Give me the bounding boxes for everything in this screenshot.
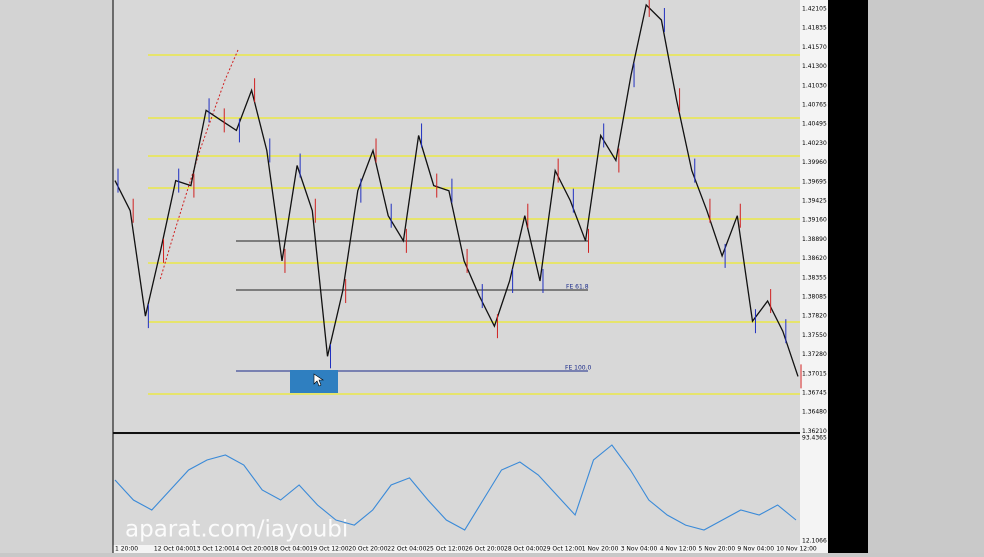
time-label: 10 Nov 12:00 bbox=[776, 546, 817, 553]
price-label: 1.41300 bbox=[802, 63, 827, 70]
osc-label: 12.1066 bbox=[802, 538, 827, 545]
price-label: 1.39160 bbox=[802, 217, 827, 224]
time-label: 12 Oct 04:00 bbox=[154, 546, 193, 553]
price-label: 1.39425 bbox=[802, 198, 827, 205]
price-label: 1.38620 bbox=[802, 255, 827, 262]
main-panel bbox=[113, 0, 800, 432]
time-label: 29 Oct 12:00 bbox=[543, 546, 582, 553]
time-label: 19 Oct 12:00 bbox=[310, 546, 349, 553]
time-label: 25 Oct 12:00 bbox=[426, 546, 465, 553]
fe-label: FE 61.8 bbox=[566, 284, 589, 291]
price-label: 1.36480 bbox=[802, 409, 827, 416]
time-label: 1 Nov 20:00 bbox=[582, 546, 619, 553]
price-label: 1.38355 bbox=[802, 274, 827, 281]
price-label: 1.38890 bbox=[802, 236, 827, 243]
price-label: 1.41570 bbox=[802, 44, 827, 51]
indicator-panel bbox=[113, 435, 800, 545]
time-label: 1 20:00 bbox=[115, 546, 138, 553]
time-label: 3 Nov 04:00 bbox=[621, 546, 658, 553]
time-label: 13 Oct 12:00 bbox=[193, 546, 232, 553]
time-label: 4 Nov 12:00 bbox=[660, 546, 697, 553]
price-label: 1.39960 bbox=[802, 159, 827, 166]
price-label: 1.39695 bbox=[802, 178, 827, 185]
fe-label: FE 100.0 bbox=[565, 365, 592, 372]
mouse-cursor bbox=[313, 373, 324, 387]
fib-levels bbox=[148, 54, 800, 395]
price-label: 1.38085 bbox=[802, 294, 827, 301]
price-label: 1.36210 bbox=[802, 428, 827, 435]
price-label: 1.42105 bbox=[802, 6, 827, 13]
side-panel bbox=[868, 0, 984, 553]
time-label: 18 Oct 04:00 bbox=[271, 546, 310, 553]
price-label: 1.36745 bbox=[802, 390, 827, 397]
black-bar bbox=[828, 0, 868, 553]
time-label: 26 Oct 20:00 bbox=[465, 546, 504, 553]
time-label: 28 Oct 04:00 bbox=[504, 546, 543, 553]
price-label: 1.41030 bbox=[802, 82, 827, 89]
price-label: 1.40495 bbox=[802, 121, 827, 128]
price-label: 1.37015 bbox=[802, 370, 827, 377]
price-axis bbox=[800, 0, 828, 553]
oscillator-line bbox=[114, 444, 797, 531]
time-label: 22 Oct 04:00 bbox=[387, 546, 426, 553]
time-label: 14 Oct 20:00 bbox=[232, 546, 271, 553]
price-label: 1.37820 bbox=[802, 313, 827, 320]
time-label: 5 Nov 20:00 bbox=[699, 546, 736, 553]
time-label: 9 Nov 04:00 bbox=[737, 546, 774, 553]
price-label: 1.40230 bbox=[802, 140, 827, 147]
price-line bbox=[114, 3, 799, 377]
osc-label: 93.4365 bbox=[802, 435, 827, 442]
price-label: 1.37280 bbox=[802, 351, 827, 358]
price-label: 1.41835 bbox=[802, 25, 827, 32]
time-label: 20 Oct 20:00 bbox=[348, 546, 387, 553]
price-label: 1.40765 bbox=[802, 102, 827, 109]
watermark: aparat.com/iayoubi bbox=[125, 517, 348, 543]
price-label: 1.37550 bbox=[802, 332, 827, 339]
time-axis bbox=[113, 545, 800, 553]
dotted-projection bbox=[159, 49, 239, 281]
